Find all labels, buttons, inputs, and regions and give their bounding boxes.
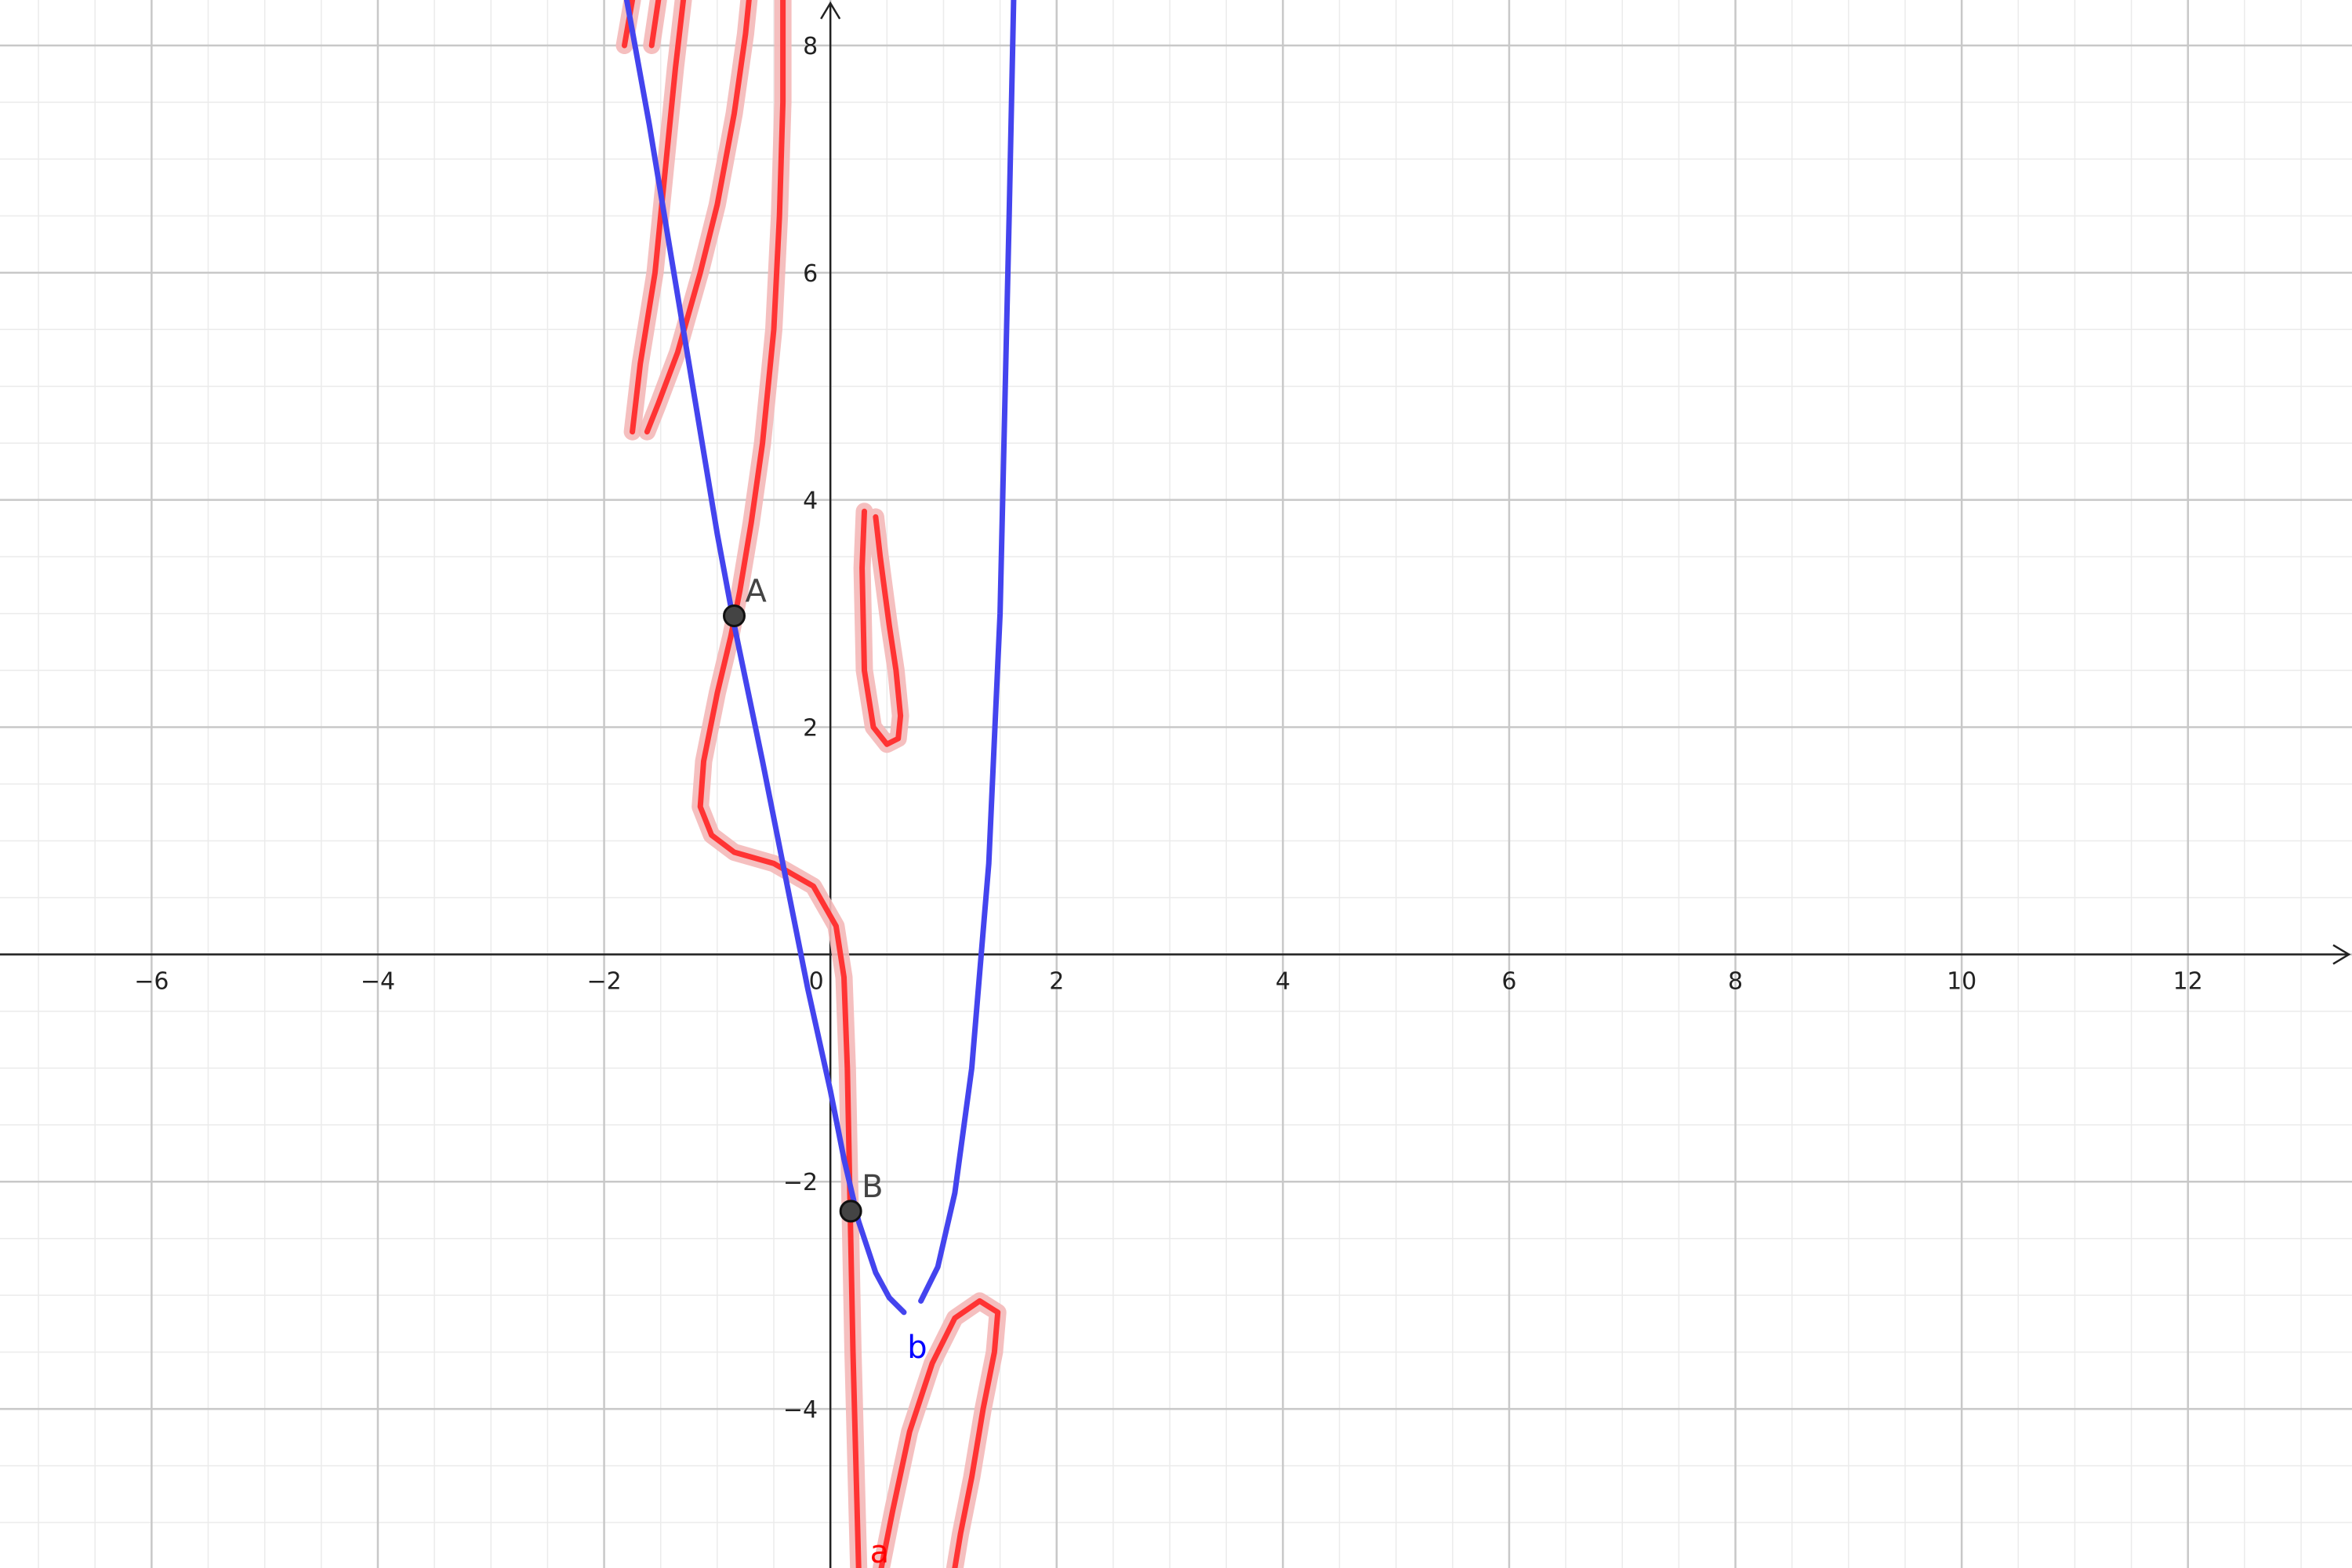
curve-labels: ab [870,1330,927,1568]
y-tick-label: 4 [803,488,818,515]
tick-labels: −6 −4 −2 0 2 4 6 8 10 12 8 6 4 2 −2 −4 [134,33,2203,1424]
x-tick-label: 0 [809,967,824,995]
curve-a[interactable] [648,0,662,49]
x-tick-label: 4 [1276,967,1290,995]
curve-a-label: a [870,1534,890,1568]
y-tick-label: 2 [803,715,818,742]
curves [615,0,1017,1568]
y-tick-label: 6 [803,260,818,288]
x-tick-label: −2 [586,967,621,995]
y-tick-label: −2 [783,1169,818,1196]
curve-a[interactable] [630,0,687,435]
x-tick-label: 6 [1501,967,1516,995]
y-tick-label: 8 [803,33,818,60]
y-tick-label: −4 [783,1396,818,1424]
x-tick-label: 2 [1049,967,1064,995]
curve-b[interactable] [918,0,1017,1304]
point-A-label: A [746,574,768,610]
point-B[interactable] [839,1200,862,1223]
y-axis-arrow [820,1,841,20]
x-tick-label: 10 [1947,967,1976,995]
points: AB [723,574,884,1223]
curve-a[interactable] [859,508,904,747]
x-tick-label: 8 [1728,967,1743,995]
curve-a[interactable] [697,0,862,1568]
point-A[interactable] [723,604,746,628]
x-tick-label: 12 [2173,967,2203,995]
point-B-label: B [862,1169,883,1205]
curve-b-label: b [907,1330,927,1366]
curve-b[interactable] [623,0,907,1316]
x-axis-arrow [2332,944,2351,965]
x-tick-label: −4 [361,967,395,995]
curve-a[interactable] [878,1298,1001,1568]
curve-a[interactable] [644,0,752,435]
x-tick-label: −6 [134,967,169,995]
